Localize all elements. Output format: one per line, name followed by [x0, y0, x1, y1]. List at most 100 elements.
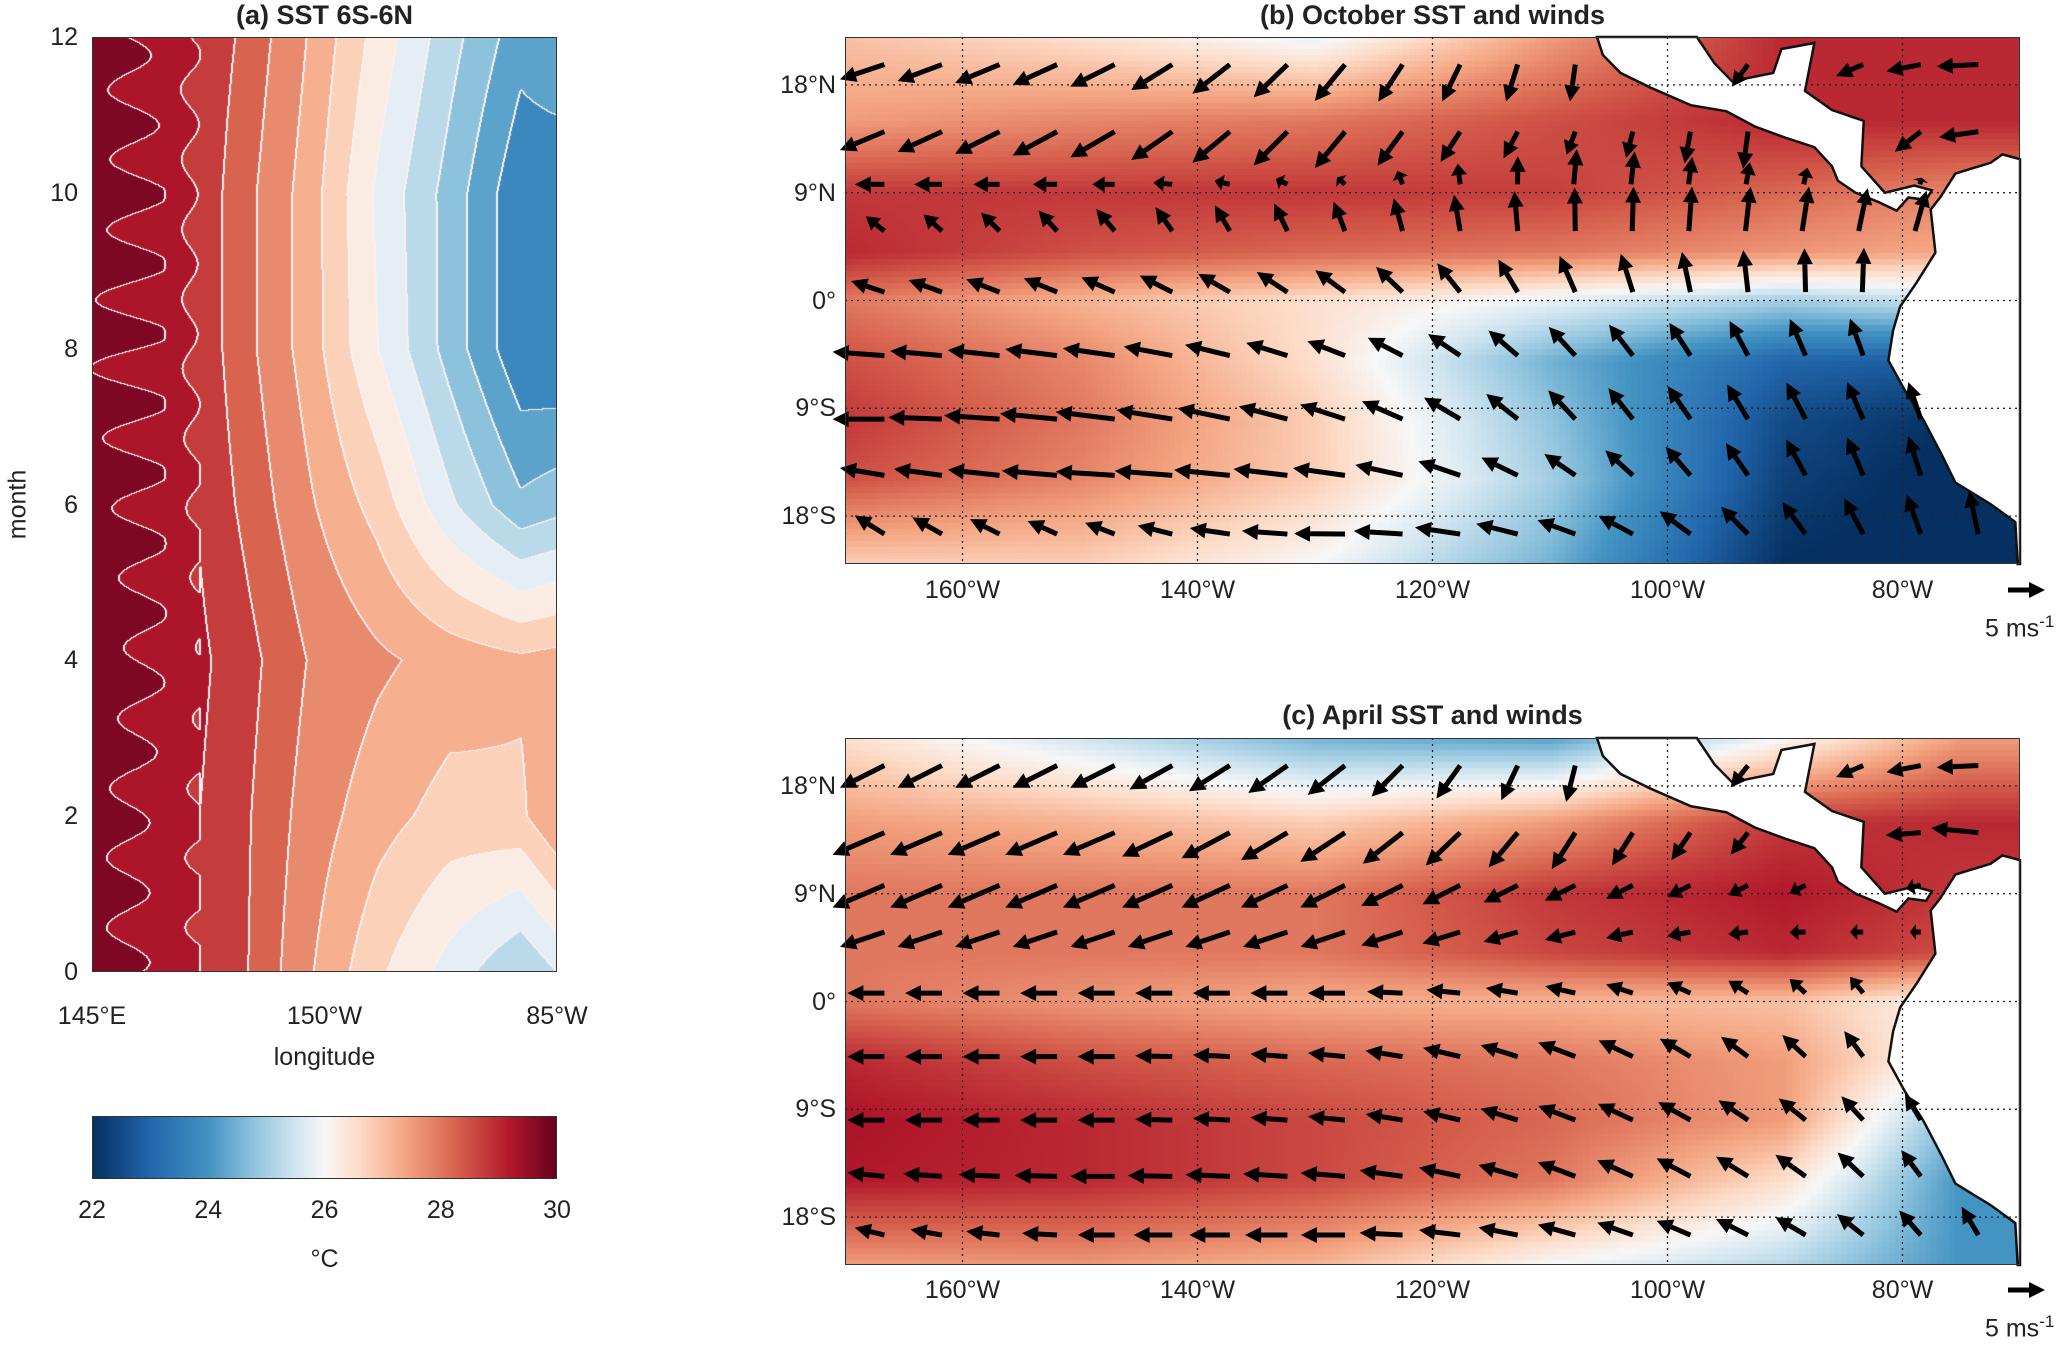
wind-arrow	[1844, 498, 1866, 536]
map-xtick-label: 80°W	[1871, 576, 1934, 604]
wind-arrow	[1665, 446, 1693, 478]
wind-arrow	[1331, 201, 1348, 232]
wind-arrow	[1904, 1093, 1923, 1122]
wind-arrow	[1597, 1220, 1634, 1238]
wind-arrow	[1730, 831, 1750, 855]
wind-arrow	[1367, 984, 1403, 1001]
wind-arrow	[1904, 494, 1924, 535]
wind-arrow	[1362, 830, 1405, 864]
wind-arrow	[1836, 62, 1865, 78]
wind-arrow	[1077, 1048, 1115, 1065]
wind-arrow	[1728, 925, 1749, 942]
wind-arrow	[962, 1048, 1000, 1065]
wind-arrow	[1135, 985, 1173, 1002]
wind-arrow	[1961, 1206, 1981, 1237]
wind-arrow	[1597, 1159, 1634, 1179]
wind-arrow	[1020, 985, 1058, 1002]
wind-arrow	[1116, 404, 1173, 422]
wind-arrow	[923, 214, 944, 233]
wind-arrow	[1538, 1040, 1577, 1059]
wind-arrow	[1233, 462, 1288, 479]
wind-arrow	[1414, 521, 1461, 538]
wind-arrow	[1315, 270, 1347, 295]
wind-arrow	[1544, 454, 1577, 478]
map-ytick-label: 18°N	[780, 70, 836, 99]
wind-arrow	[1300, 883, 1347, 908]
wind-arrow	[1667, 883, 1692, 898]
wind-arrow	[1476, 519, 1519, 537]
wind-arrow	[1020, 1048, 1058, 1065]
wind-arrow	[1778, 1098, 1808, 1123]
wind-arrow	[1597, 1103, 1634, 1123]
colorbar-tick-label: 26	[310, 1196, 339, 1224]
wind-arrow	[1273, 203, 1290, 233]
wind-arrow	[1012, 62, 1059, 86]
wind-arrow	[955, 62, 1001, 85]
wind-arrow	[847, 1112, 885, 1129]
wind-arrow	[1189, 522, 1231, 539]
wind-arrow	[1500, 764, 1520, 801]
colorbar-label: °C	[310, 1245, 339, 1273]
wind-arrow	[1038, 210, 1059, 233]
wind-arrow	[1012, 763, 1059, 788]
wind-arrow	[1720, 506, 1750, 536]
wind-arrow	[1448, 194, 1465, 232]
wind-arrow	[847, 985, 885, 1002]
wind-arrow	[890, 883, 943, 909]
wind-arrow	[903, 1166, 943, 1183]
wind-arrow	[1740, 186, 1757, 232]
wind-arrow	[947, 463, 1000, 480]
wind-arrow	[1122, 883, 1174, 909]
wind-arrow	[839, 129, 886, 152]
wind-arrow	[1566, 187, 1583, 232]
wind-arrow	[1137, 521, 1173, 538]
wind-arrow	[1671, 831, 1693, 861]
colorbar	[92, 1116, 557, 1179]
wind-arrow	[1250, 985, 1288, 1002]
wind-arrow	[1849, 976, 1866, 995]
wind-arrow	[1253, 129, 1290, 166]
wind-arrow	[1679, 131, 1696, 164]
wind-arrow	[1786, 382, 1808, 421]
wind-arrow	[1656, 1219, 1692, 1238]
wind-arrow	[1659, 511, 1692, 537]
wind-arrow	[1837, 1152, 1865, 1179]
wind-arrow	[1486, 393, 1520, 422]
wind-arrow	[1488, 831, 1520, 868]
wind-arrow	[1123, 341, 1173, 359]
wind-arrow	[1070, 1168, 1115, 1185]
wind-arrow	[839, 929, 886, 950]
wind-arrow	[1551, 831, 1578, 870]
wind-arrow	[1669, 322, 1693, 357]
wind-arrow	[1419, 1163, 1461, 1179]
wind-arrow	[1789, 881, 1807, 897]
wind-arrow	[897, 62, 943, 84]
wind-arrow	[1096, 208, 1117, 233]
wind-arrow	[1667, 386, 1693, 421]
wind-arrow	[1936, 758, 1979, 775]
wind-arrow	[1677, 251, 1694, 293]
wind-arrow	[1480, 1042, 1519, 1059]
wind-arrow	[1503, 63, 1521, 102]
wind-arrow	[1545, 981, 1576, 998]
wind-arrow	[1307, 339, 1346, 358]
wind-arrow	[1192, 129, 1232, 163]
scale-arrow-label: 5 ms-1	[1985, 1312, 2055, 1343]
wind-arrow	[1558, 256, 1578, 294]
wind-arrow	[1682, 156, 1699, 185]
wind-arrow	[1885, 826, 1921, 843]
wind-arrow	[1509, 156, 1526, 185]
land-mass	[1595, 35, 1934, 213]
scale-arrow-icon	[2008, 1282, 2045, 1298]
wind-arrow	[1275, 174, 1289, 190]
wind-arrow	[890, 830, 943, 856]
wind-arrow	[1077, 1112, 1115, 1129]
wind-arrow	[851, 278, 886, 295]
wind-arrow	[1246, 339, 1289, 358]
map-ytick-label: 9°N	[794, 879, 836, 908]
wind-arrow	[1480, 1105, 1519, 1123]
wind-arrow	[1005, 883, 1059, 909]
wind-arrow	[1667, 981, 1692, 996]
map-frame-c	[845, 738, 2020, 1265]
wind-arrow	[1214, 205, 1232, 233]
